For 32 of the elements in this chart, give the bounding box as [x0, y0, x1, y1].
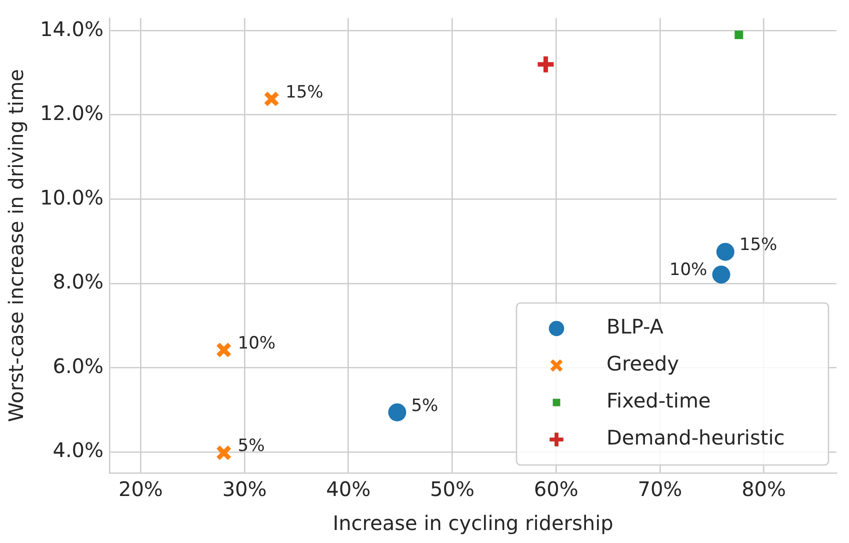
y-axis-title: Worst-case increase in driving time — [4, 69, 28, 422]
annotation: 10% — [669, 260, 708, 280]
annotation: 5% — [238, 436, 265, 456]
annotation: 15% — [286, 82, 324, 102]
x-tick-label: 70% — [638, 477, 682, 502]
y-tick-label: 6.0% — [52, 354, 104, 378]
x-tick-label: 60% — [534, 477, 578, 502]
x-tick-label: 50% — [430, 477, 474, 502]
x-tick-label: 30% — [222, 477, 267, 502]
y-tick-label: 12.0% — [40, 101, 104, 126]
point — [734, 30, 744, 40]
y-tick-label: 4.0% — [52, 438, 104, 462]
annotation: 5% — [411, 396, 438, 416]
y-tick-label: 14.0% — [40, 16, 104, 41]
point — [216, 342, 232, 358]
annotation: 15% — [739, 235, 778, 256]
x-tick-label: 40% — [326, 477, 371, 502]
point — [216, 444, 232, 461]
annotation: 10% — [238, 333, 276, 354]
point — [712, 266, 730, 284]
point — [264, 90, 280, 107]
legend-label: Greedy — [606, 352, 680, 376]
x-tick-label: 20% — [118, 477, 163, 502]
legend-label: Fixed-time — [606, 388, 711, 413]
legend-label: BLP-A — [606, 314, 664, 339]
y-tick-label: 10.0% — [40, 185, 104, 210]
x-tick-label: 80% — [742, 477, 786, 502]
x-axis-title: Increase in cycling ridership — [332, 511, 614, 536]
point — [388, 403, 406, 422]
legend-label: Demand-heuristic — [606, 426, 785, 450]
point — [716, 242, 734, 261]
y-tick-label: 8.0% — [52, 270, 104, 294]
